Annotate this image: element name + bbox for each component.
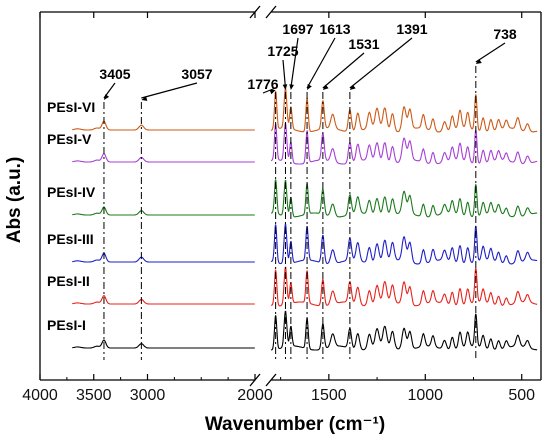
peak-arrow: [262, 87, 276, 94]
series-line-high: [72, 339, 255, 349]
series-line-low: [270, 87, 538, 133]
series-label: PEsI-III: [47, 231, 94, 247]
peak-label: 738: [493, 26, 517, 42]
x-tick-label: 2000: [237, 387, 273, 404]
peak-arrowhead: [269, 89, 276, 95]
series-label: PEsI-II: [47, 273, 90, 289]
peak-arrowhead: [475, 59, 482, 64]
peak-label: 1697: [282, 21, 313, 37]
series-labels: PEsI-I PEsI-II PEsI-III PEsI-IV PEsI-V PEsI-V…: [47, 99, 96, 333]
peak-label: 1391: [396, 21, 427, 37]
peak-arrow: [306, 37, 336, 89]
x-axis-title: Wavenumber (cm⁻¹): [205, 414, 385, 435]
axis-break-mark-top: [265, 5, 277, 19]
series-line-high: [72, 120, 255, 131]
x-tick-label: 3500: [76, 387, 112, 404]
series-line-high: [72, 294, 255, 305]
peak-label: 1725: [267, 43, 298, 59]
peak-arrow: [475, 42, 506, 63]
x-axis-ticks: 4000 3500 3000 2000 1500 1000 500: [22, 12, 535, 404]
spectra-traces: [72, 87, 538, 351]
peak-arrowhead: [103, 94, 110, 100]
series-line-low: [271, 179, 538, 218]
x-tick-label: 1500: [311, 387, 347, 404]
peak-arrowhead: [289, 84, 294, 90]
series-pesi-v: [72, 122, 538, 165]
peak-label: 3057: [181, 66, 212, 82]
peak-arrow: [290, 37, 299, 89]
series-pesi-iii: [72, 223, 538, 265]
x-tick-label: 3000: [130, 387, 166, 404]
peak-arrowhead: [349, 84, 356, 90]
peak-arrowhead: [322, 84, 329, 90]
series-label: PEsI-V: [47, 131, 92, 147]
peak-arrow: [349, 37, 413, 89]
peak-arrowhead: [282, 84, 288, 90]
series-line-low: [270, 266, 538, 307]
x-tick-label: 500: [508, 387, 535, 404]
peak-arrowhead: [307, 84, 312, 90]
series-label: PEsI-I: [47, 317, 86, 333]
peak-arrow: [141, 82, 198, 99]
series-line-high: [72, 206, 255, 216]
series-pesi-ii: [72, 266, 538, 307]
series-line-high: [72, 152, 255, 163]
x-tick-label: 1000: [407, 387, 443, 404]
axis-break-mark-bottom: [265, 373, 277, 387]
series-label: PEsI-IV: [47, 184, 96, 200]
peak-arrow: [322, 52, 365, 89]
peak-arrowhead: [141, 96, 148, 101]
peak-label: 1776: [247, 76, 278, 92]
y-axis-title: Abs (a.u.): [4, 157, 25, 244]
series-label: PEsI-VI: [47, 99, 95, 115]
series-line-low: [270, 223, 538, 265]
peak-label: 1531: [348, 36, 379, 52]
peak-label: 1613: [319, 21, 350, 37]
peak-label: 3405: [99, 66, 130, 82]
x-tick-label: 4000: [22, 387, 58, 404]
series-line-low: [270, 122, 538, 165]
series-line-low: [270, 310, 538, 351]
series-pesi-vi: [72, 87, 538, 133]
series-pesi-iv: [72, 179, 538, 218]
series-pesi-i: [72, 310, 538, 351]
peak-arrow: [282, 59, 287, 89]
series-line-high: [72, 252, 255, 263]
